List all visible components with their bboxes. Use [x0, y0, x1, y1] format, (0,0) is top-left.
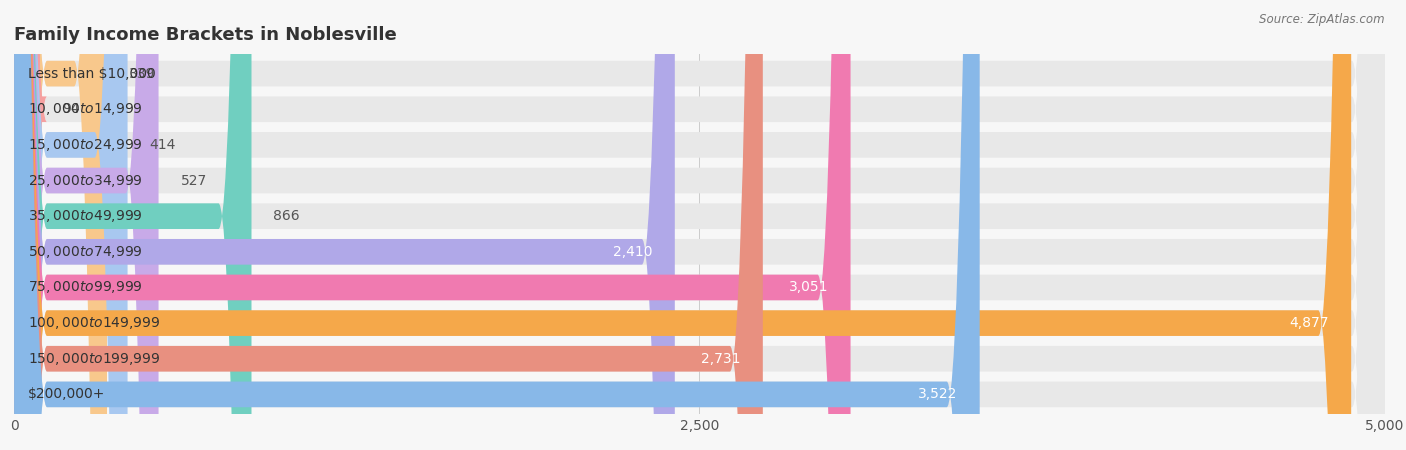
Text: 3,051: 3,051	[789, 280, 828, 294]
FancyBboxPatch shape	[14, 0, 1385, 450]
Text: 414: 414	[149, 138, 176, 152]
FancyBboxPatch shape	[14, 0, 1385, 450]
Text: 3,522: 3,522	[918, 387, 957, 401]
FancyBboxPatch shape	[14, 0, 851, 450]
Text: $200,000+: $200,000+	[28, 387, 105, 401]
FancyBboxPatch shape	[14, 0, 980, 450]
FancyBboxPatch shape	[14, 0, 159, 450]
FancyBboxPatch shape	[14, 0, 1385, 450]
FancyBboxPatch shape	[14, 0, 107, 450]
Text: Less than $10,000: Less than $10,000	[28, 67, 156, 81]
FancyBboxPatch shape	[7, 0, 46, 450]
FancyBboxPatch shape	[14, 0, 1385, 450]
FancyBboxPatch shape	[14, 0, 763, 450]
Text: $35,000 to $49,999: $35,000 to $49,999	[28, 208, 142, 224]
FancyBboxPatch shape	[14, 0, 1351, 450]
Text: 94: 94	[62, 102, 79, 116]
Text: Source: ZipAtlas.com: Source: ZipAtlas.com	[1260, 14, 1385, 27]
FancyBboxPatch shape	[14, 0, 1385, 450]
Text: $25,000 to $34,999: $25,000 to $34,999	[28, 172, 142, 189]
Text: 2,731: 2,731	[702, 352, 741, 366]
Text: $50,000 to $74,999: $50,000 to $74,999	[28, 244, 142, 260]
Text: 4,877: 4,877	[1289, 316, 1329, 330]
FancyBboxPatch shape	[14, 0, 1385, 450]
FancyBboxPatch shape	[14, 0, 1385, 450]
FancyBboxPatch shape	[14, 0, 252, 450]
Text: $100,000 to $149,999: $100,000 to $149,999	[28, 315, 160, 331]
FancyBboxPatch shape	[14, 0, 1385, 450]
Text: $15,000 to $24,999: $15,000 to $24,999	[28, 137, 142, 153]
FancyBboxPatch shape	[14, 0, 128, 450]
Text: 2,410: 2,410	[613, 245, 652, 259]
FancyBboxPatch shape	[14, 0, 1385, 450]
FancyBboxPatch shape	[14, 0, 1385, 450]
FancyBboxPatch shape	[14, 0, 675, 450]
Text: $150,000 to $199,999: $150,000 to $199,999	[28, 351, 160, 367]
Text: 339: 339	[129, 67, 155, 81]
Text: Family Income Brackets in Noblesville: Family Income Brackets in Noblesville	[14, 26, 396, 44]
Text: $10,000 to $14,999: $10,000 to $14,999	[28, 101, 142, 117]
Text: 866: 866	[273, 209, 299, 223]
Text: $75,000 to $99,999: $75,000 to $99,999	[28, 279, 142, 296]
Text: 527: 527	[180, 174, 207, 188]
